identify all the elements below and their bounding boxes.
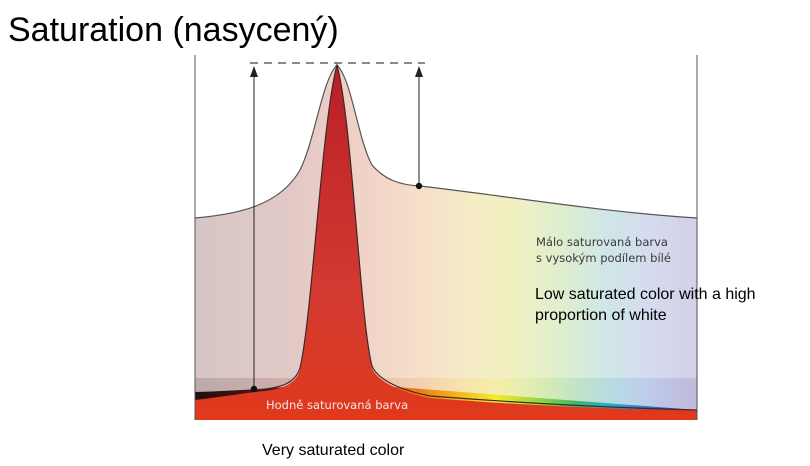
low-saturation-curve xyxy=(194,64,698,219)
label-low-saturation-cz-line1: Málo saturovaná barva xyxy=(536,235,668,249)
label-low-saturation-en-line1: Low saturated color with a high xyxy=(535,286,756,303)
label-high-saturation-cz: Hodně saturovaná barva xyxy=(266,398,408,412)
left-arrow-point xyxy=(250,385,258,393)
page-title: Saturation (nasycený) xyxy=(8,11,339,49)
spectrum-band-curve-mask xyxy=(195,378,697,410)
right-arrow-point xyxy=(415,182,423,190)
label-low-saturation-en-line2: proportion of white xyxy=(535,307,667,324)
label-high-saturation-en: Very saturated color xyxy=(262,442,405,459)
label-low-saturation-en: Low saturated color with a high proporti… xyxy=(535,284,756,326)
high-saturation-peak xyxy=(195,65,697,420)
right-arrow-head xyxy=(415,66,423,77)
high-saturation-curve xyxy=(254,62,698,411)
label-low-saturation-cz-line2: s vysokým podílem bílé xyxy=(536,251,671,265)
left-arrow-head xyxy=(250,66,258,77)
